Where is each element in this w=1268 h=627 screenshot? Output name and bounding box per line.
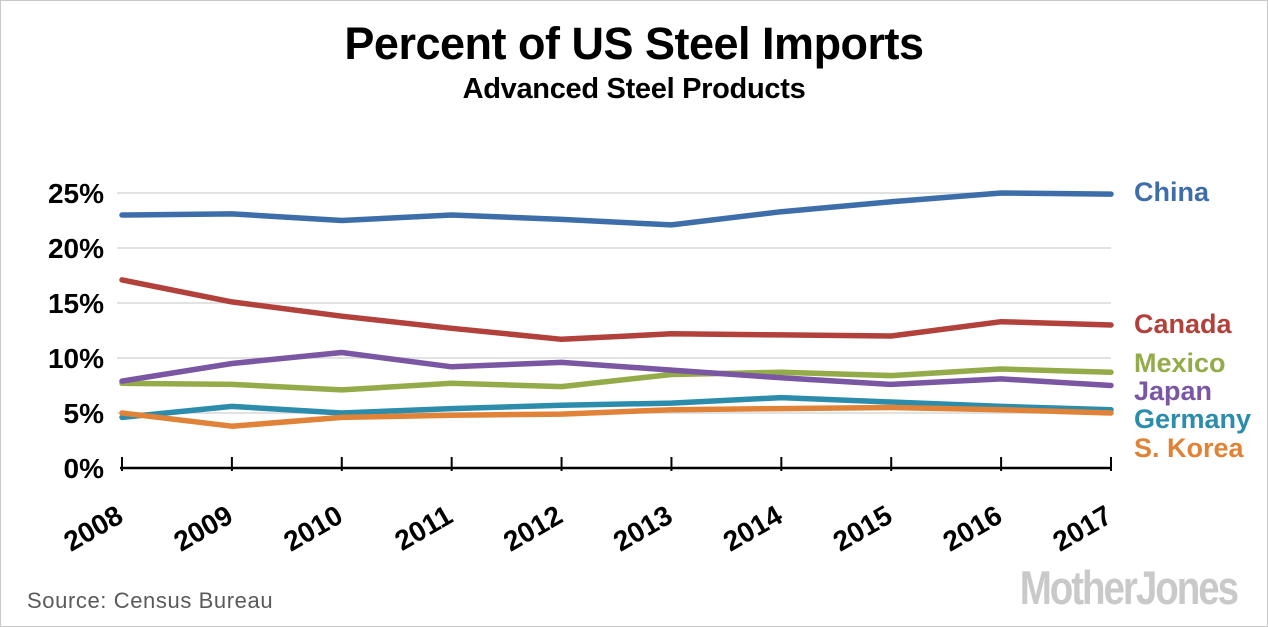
x-axis-label: 2013	[608, 499, 677, 557]
legend-label-china: China	[1134, 177, 1210, 207]
y-axis-label: 5%	[64, 398, 105, 429]
x-axis-label: 2017	[1048, 499, 1117, 557]
series-line-s-korea	[119, 404, 1114, 429]
series-line-japan	[119, 349, 1114, 389]
y-axis-label: 0%	[64, 453, 105, 484]
x-axis-label: 2014	[718, 499, 788, 557]
y-axis-label: 25%	[48, 178, 104, 209]
x-axis-label: 2011	[390, 499, 458, 556]
x-axis-label: 2009	[168, 499, 237, 557]
legend-label-mexico: Mexico	[1134, 348, 1226, 378]
chart-subtitle: Advanced Steel Products	[462, 73, 806, 105]
chart-header: Percent of US Steel Imports Advanced Ste…	[1, 1, 1267, 104]
series-line-germany	[119, 394, 1114, 421]
legend-label-germany: Germany	[1134, 404, 1251, 434]
legend-label-canada: Canada	[1134, 309, 1233, 339]
legend-label-s-korea: S. Korea	[1134, 433, 1245, 463]
x-axis-label: 2008	[59, 499, 128, 557]
source-note: Source: Census Bureau	[27, 588, 274, 613]
series-line-canada	[119, 277, 1114, 343]
x-axis-label: 2015	[828, 499, 897, 557]
legend-label-japan: Japan	[1134, 376, 1212, 406]
series-line-china	[119, 190, 1114, 228]
x-axis-label: 2012	[498, 499, 567, 557]
y-axis-label: 15%	[48, 288, 104, 319]
series-line-mexico	[119, 366, 1114, 393]
y-axis-label: 20%	[48, 233, 104, 264]
chart-title: Percent of US Steel Imports	[344, 18, 924, 69]
x-axis-label: 2010	[278, 499, 347, 557]
x-axis-label: 2016	[938, 499, 1007, 557]
y-axis-label: 10%	[48, 343, 104, 374]
mother-jones-logo: MotherJones	[1019, 561, 1239, 614]
